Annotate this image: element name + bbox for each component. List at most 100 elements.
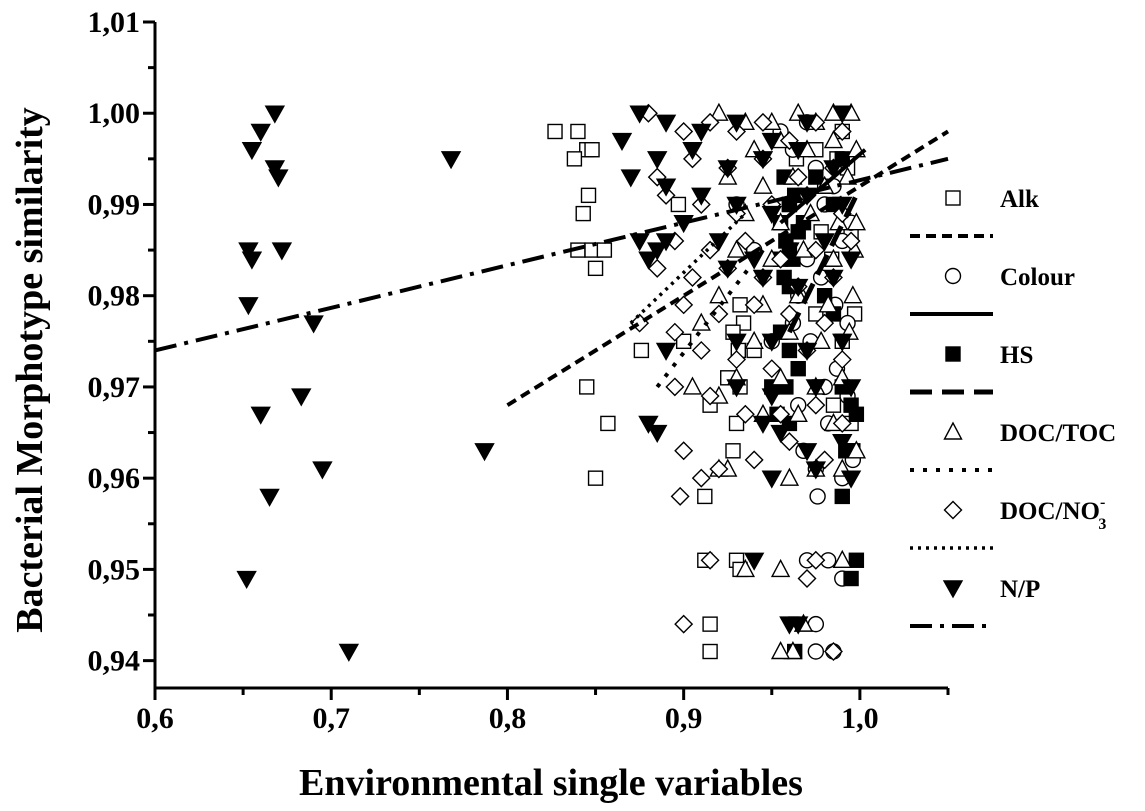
data-point-n-p xyxy=(840,251,862,270)
data-point-n-p xyxy=(638,415,659,434)
data-point-hs xyxy=(834,488,850,505)
data-point-colour xyxy=(807,643,825,660)
data-point-doc-toc xyxy=(709,102,729,121)
data-point-doc-no3 xyxy=(797,569,817,589)
data-point-n-p xyxy=(717,160,738,179)
data-point-n-p xyxy=(238,242,259,261)
data-point-hs xyxy=(808,169,824,185)
data-point-n-p xyxy=(268,169,289,188)
trendline-alk xyxy=(506,129,950,407)
ticks: 0,6 0,7 0,8 0,9 1,0 0,94 0,95 0,96 0,97 0,98 0,99 1… xyxy=(88,6,950,735)
data-point-doc-toc xyxy=(832,549,852,568)
data-point-n-p xyxy=(303,315,324,334)
legend-label: DOC/TOC xyxy=(1000,420,1116,447)
trendline-hs xyxy=(787,194,859,334)
data-point-n-p xyxy=(629,105,650,124)
data-point-alk xyxy=(600,415,616,432)
data-point-n-p xyxy=(805,461,827,480)
y-tick-label: 0,94 xyxy=(88,645,141,678)
data-point-doc-toc xyxy=(726,239,747,258)
legend-item-n-p: N/P xyxy=(910,576,1040,628)
data-point-n-p xyxy=(638,251,659,270)
legend-marker-doc-no xyxy=(943,500,963,520)
data-point-alk xyxy=(566,151,583,167)
x-axis-title: Environmental single variables xyxy=(299,762,803,804)
data-point-doc-no3 xyxy=(674,441,694,461)
data-point-n-p xyxy=(788,142,809,161)
data-point-n-p xyxy=(788,616,809,635)
data-point-doc-no3 xyxy=(744,450,764,470)
data-point-n-p xyxy=(761,333,782,352)
data-point-n-p xyxy=(629,233,650,252)
data-point-n-p xyxy=(726,196,747,215)
data-point-doc-no3 xyxy=(709,304,729,324)
data-point-n-p xyxy=(250,406,271,425)
x-tick-label: 0,9 xyxy=(665,702,703,735)
data-point-n-p xyxy=(655,342,677,361)
data-point-alk xyxy=(725,443,741,459)
data-point-n-p xyxy=(708,233,730,252)
data-point-n-p xyxy=(752,151,774,170)
data-point-doc-no3 xyxy=(665,322,685,342)
data-point-doc-toc xyxy=(735,558,756,578)
data-point-doc-no3 xyxy=(806,550,826,570)
legend-marker-colour xyxy=(944,267,962,285)
data-point-doc-no3 xyxy=(753,112,773,132)
data-point-alk xyxy=(596,242,613,258)
data-point-n-p xyxy=(779,242,800,261)
data-point-doc-toc xyxy=(788,403,808,423)
data-point-doc-no3 xyxy=(727,350,747,370)
data-point-hs xyxy=(843,570,859,587)
data-point-doc-toc xyxy=(811,330,831,350)
data-point-doc-no3 xyxy=(700,112,720,132)
data-point-n-p xyxy=(291,388,312,407)
data-point-n-p xyxy=(832,333,853,352)
data-point-n-p xyxy=(647,424,668,443)
data-point-n-p xyxy=(752,269,774,288)
legend-item-hs: HS xyxy=(910,342,1033,395)
data-point-doc-no3 xyxy=(841,231,861,251)
y-tick-label: 0,96 xyxy=(88,462,141,495)
data-point-n-p xyxy=(259,488,280,507)
data-point-n-p xyxy=(743,552,765,571)
data-point-doc-no3 xyxy=(691,340,711,360)
legend-label: DOC/NO-3 xyxy=(1000,494,1106,533)
legend-marker-doc-toc xyxy=(943,421,963,440)
data-point-doc-toc xyxy=(709,285,729,304)
data-point-alk xyxy=(825,397,842,413)
data-point-n-p xyxy=(832,433,853,453)
y-tick-label: 0,97 xyxy=(88,371,141,404)
data-point-doc-toc xyxy=(818,294,838,313)
data-point-alk xyxy=(587,470,604,486)
legend-marker-n-p xyxy=(942,580,964,599)
data-point-n-p xyxy=(691,123,712,142)
data-point-doc-toc xyxy=(770,558,791,578)
data-point-n-p xyxy=(840,470,862,489)
data-point-alk xyxy=(587,260,604,277)
data-point-doc-no3 xyxy=(815,313,835,333)
legend-marker-hs xyxy=(945,346,961,362)
data-point-doc-no3 xyxy=(674,614,694,634)
legend-label: N/P xyxy=(1000,576,1040,603)
data-point-doc-no3 xyxy=(806,395,826,415)
legend-item-doc-no: DOC/NO-3 xyxy=(910,494,1106,550)
trend-lines xyxy=(154,129,950,407)
data-point-hs xyxy=(848,552,865,568)
data-point-n-p xyxy=(655,233,677,252)
data-point-doc-no3 xyxy=(709,459,729,479)
data-point-doc-no3 xyxy=(788,167,808,187)
data-point-n-p xyxy=(271,242,293,261)
data-point-hs xyxy=(790,360,806,377)
data-point-doc-toc xyxy=(682,376,703,395)
data-point-doc-no3 xyxy=(806,240,826,260)
data-point-n-p xyxy=(691,187,712,206)
data-point-n-p xyxy=(761,205,782,225)
data-point-n-p xyxy=(752,415,774,434)
data-point-doc-toc xyxy=(753,175,773,194)
data-point-n-p xyxy=(264,105,286,124)
data-point-alk xyxy=(675,333,692,350)
x-tick-label: 1,0 xyxy=(841,702,879,735)
data-point-doc-no3 xyxy=(832,413,852,433)
data-point-n-p xyxy=(655,114,677,133)
data-point-doc-toc xyxy=(823,248,844,267)
